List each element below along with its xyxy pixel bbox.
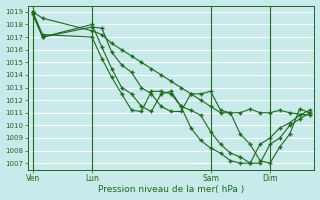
X-axis label: Pression niveau de la mer( hPa ): Pression niveau de la mer( hPa )	[98, 185, 244, 194]
